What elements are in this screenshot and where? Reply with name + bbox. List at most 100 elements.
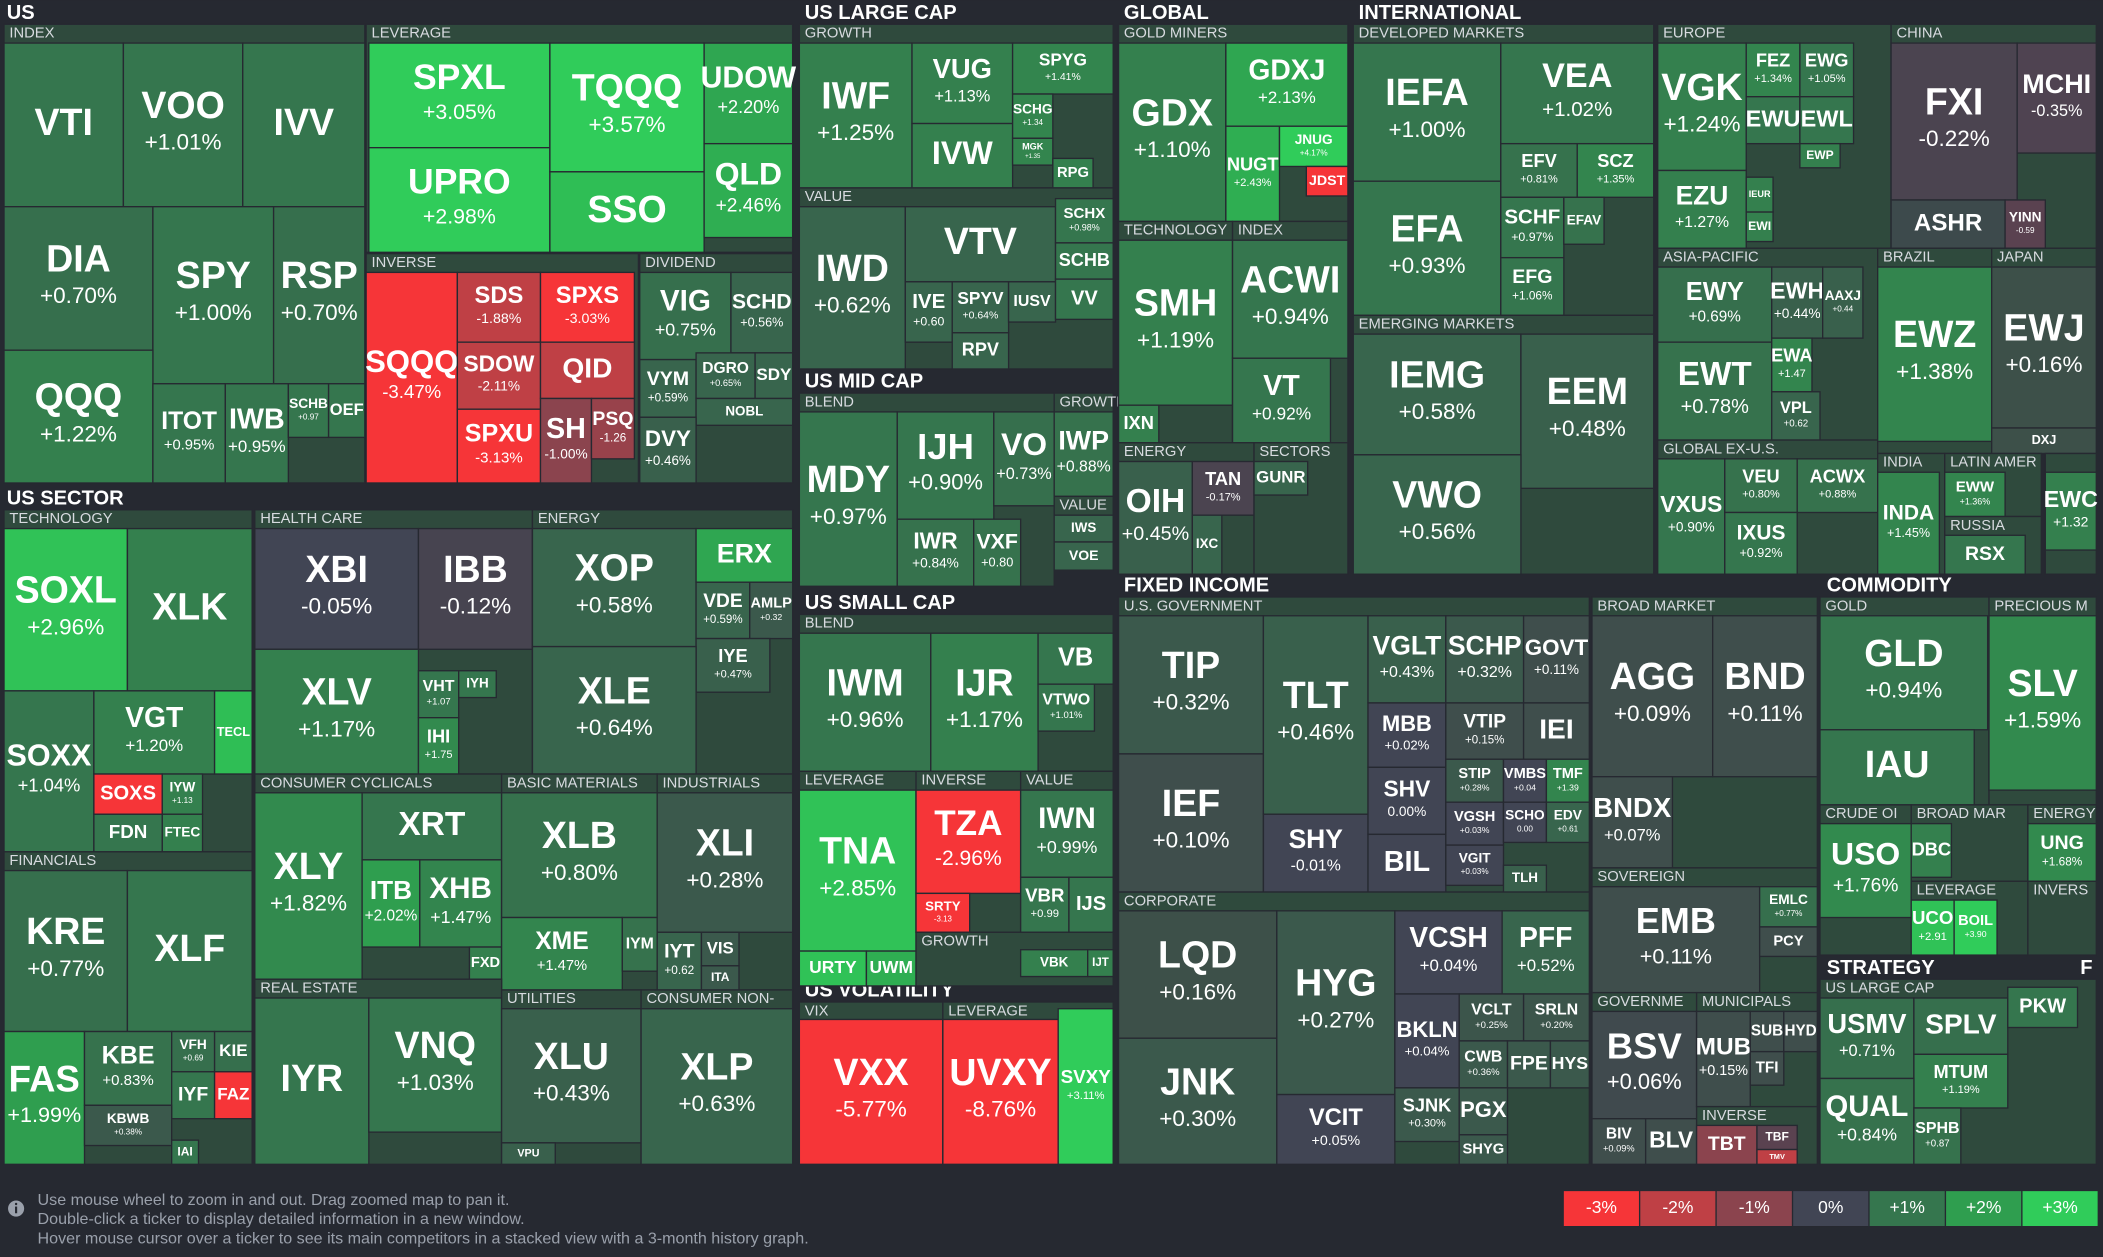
ticker-change[interactable]: +1.34% xyxy=(1754,73,1792,85)
ticker-symbol[interactable]: SCHB xyxy=(289,396,328,411)
ticker-tile[interactable] xyxy=(639,271,732,361)
ticker-symbol[interactable]: TIP xyxy=(1162,644,1220,686)
ticker-tile[interactable] xyxy=(3,869,129,1033)
ticker-symbol[interactable]: XLF xyxy=(154,927,225,969)
ticker-change[interactable]: +2.46% xyxy=(716,196,782,217)
ticker-tile[interactable] xyxy=(1783,1010,1818,1053)
ticker-change[interactable]: +0.30% xyxy=(1159,1106,1236,1131)
ticker-change[interactable]: +0.30% xyxy=(1408,1118,1446,1130)
ticker-change[interactable]: +1.10% xyxy=(1134,137,1211,162)
ticker-change[interactable]: +0.92% xyxy=(1739,546,1782,560)
ticker-symbol[interactable]: AGG xyxy=(1610,655,1696,697)
ticker-change[interactable]: +1.38% xyxy=(1896,359,1973,384)
ticker-tile[interactable] xyxy=(2027,822,2097,882)
ticker-tile[interactable] xyxy=(1756,1148,1798,1165)
ticker-symbol[interactable]: UPRO xyxy=(408,161,511,201)
ticker-symbol[interactable]: IEI xyxy=(1539,714,1573,745)
ticker-tile[interactable] xyxy=(1657,266,1773,343)
ticker-tile[interactable] xyxy=(361,859,421,948)
ticker-tile[interactable] xyxy=(904,206,1057,283)
ticker-tile[interactable] xyxy=(1522,993,1590,1042)
ticker-tile[interactable] xyxy=(1819,822,1912,919)
ticker-change[interactable]: +4.17% xyxy=(1300,148,1328,157)
ticker-tile[interactable] xyxy=(1087,949,1114,978)
ticker-tile[interactable] xyxy=(798,1018,944,1165)
ticker-symbol[interactable]: EFV xyxy=(1521,150,1557,171)
ticker-change[interactable]: +0.48% xyxy=(1549,416,1626,441)
ticker-tile[interactable] xyxy=(1458,1134,1509,1165)
ticker-symbol[interactable]: ACWI xyxy=(1240,258,1340,300)
ticker-change[interactable]: +1.68% xyxy=(2042,854,2083,868)
ticker-tile[interactable] xyxy=(1591,1010,1698,1120)
ticker-symbol[interactable]: SDS xyxy=(475,283,524,309)
ticker-symbol[interactable]: IYT xyxy=(664,940,694,962)
ticker-tile[interactable] xyxy=(3,206,154,351)
ticker-tile[interactable] xyxy=(1877,266,1993,443)
ticker-symbol[interactable]: DBC xyxy=(1912,838,1952,859)
ticker-change[interactable]: +3.90 xyxy=(1965,929,1987,939)
ticker-symbol[interactable]: VDE xyxy=(703,591,743,612)
ticker-tile[interactable] xyxy=(2016,42,2097,154)
ticker-change[interactable]: +0.04% xyxy=(1405,1043,1450,1058)
ticker-change[interactable]: +1.19% xyxy=(1942,1084,1980,1096)
ticker-symbol[interactable]: VEU xyxy=(1742,465,1780,486)
ticker-tile[interactable] xyxy=(1262,813,1369,893)
ticker-tile[interactable] xyxy=(1745,211,1774,243)
ticker-symbol[interactable]: IYM xyxy=(626,936,654,953)
ticker-tile[interactable] xyxy=(1944,534,2026,575)
ticker-tile[interactable] xyxy=(242,42,366,208)
ticker-tile[interactable] xyxy=(254,792,363,980)
ticker-symbol[interactable]: IUSV xyxy=(1013,293,1051,310)
ticker-change[interactable]: +0.99% xyxy=(1036,837,1097,857)
ticker-symbol[interactable]: SRTY xyxy=(925,898,961,913)
ticker-symbol[interactable]: LQD xyxy=(1158,934,1237,976)
ticker-change[interactable]: +1.04% xyxy=(18,775,81,796)
ticker-symbol[interactable]: VXX xyxy=(834,1051,909,1093)
ticker-change[interactable]: +3.11% xyxy=(1067,1090,1105,1102)
ticker-change[interactable]: +2.98% xyxy=(423,204,496,228)
ticker-symbol[interactable]: EWU xyxy=(1746,105,1801,131)
ticker-tile[interactable] xyxy=(1053,541,1114,571)
ticker-tile[interactable] xyxy=(2044,471,2097,551)
ticker-symbol[interactable]: IYF xyxy=(178,1083,208,1105)
ticker-symbol[interactable]: TBT xyxy=(1708,1133,1746,1155)
ticker-symbol[interactable]: HYS xyxy=(1552,1053,1589,1073)
ticker-tile[interactable] xyxy=(1057,1008,1114,1165)
ticker-symbol[interactable]: IEF xyxy=(1162,782,1220,824)
ticker-tile[interactable] xyxy=(1745,176,1774,213)
ticker-symbol[interactable]: UWM xyxy=(869,957,913,977)
ticker-change[interactable]: +0.70% xyxy=(281,300,358,325)
ticker-symbol[interactable]: EFA xyxy=(1391,207,1464,249)
ticker-tile[interactable] xyxy=(1506,1040,1552,1089)
ticker-symbol[interactable]: BIL xyxy=(1384,846,1430,878)
ticker-symbol[interactable]: RPV xyxy=(962,340,999,360)
ticker-symbol[interactable]: XRT xyxy=(398,806,466,843)
ticker-symbol[interactable]: MBB xyxy=(1382,711,1432,736)
ticker-tile[interactable] xyxy=(639,358,697,418)
ticker-change[interactable]: +1.00% xyxy=(1389,117,1466,142)
ticker-change[interactable]: -1.00% xyxy=(544,447,587,462)
ticker-symbol[interactable]: EWY xyxy=(1686,278,1744,306)
ticker-tile[interactable] xyxy=(1276,1093,1396,1165)
ticker-tile[interactable] xyxy=(500,792,658,919)
ticker-tile[interactable] xyxy=(911,122,1014,189)
ticker-symbol[interactable]: FTEC xyxy=(165,825,201,840)
ticker-symbol[interactable]: HYD xyxy=(1784,1023,1816,1040)
ticker-symbol[interactable]: TECL xyxy=(217,724,250,739)
ticker-symbol[interactable]: XLB xyxy=(542,814,617,856)
ticker-change[interactable]: +0.56% xyxy=(1399,519,1476,544)
ticker-symbol[interactable]: VMBS xyxy=(1504,766,1546,782)
ticker-tile[interactable] xyxy=(621,916,658,972)
ticker-change[interactable]: -1.26 xyxy=(600,431,627,444)
ticker-tile[interactable] xyxy=(640,1008,794,1165)
ticker-symbol[interactable]: IXC xyxy=(1196,536,1219,551)
ticker-symbol[interactable]: IVE xyxy=(912,290,945,313)
ticker-symbol[interactable]: IJH xyxy=(917,426,974,467)
ticker-symbol[interactable]: MUB xyxy=(1696,1034,1752,1061)
ticker-change[interactable]: +0.06% xyxy=(1607,1069,1682,1094)
ticker-change[interactable]: -2.11% xyxy=(478,379,520,394)
ticker-symbol[interactable]: IAI xyxy=(177,1144,192,1158)
ticker-tile[interactable] xyxy=(1502,864,1548,893)
ticker-tile[interactable] xyxy=(951,281,1010,334)
ticker-symbol[interactable]: FAS xyxy=(9,1058,80,1099)
